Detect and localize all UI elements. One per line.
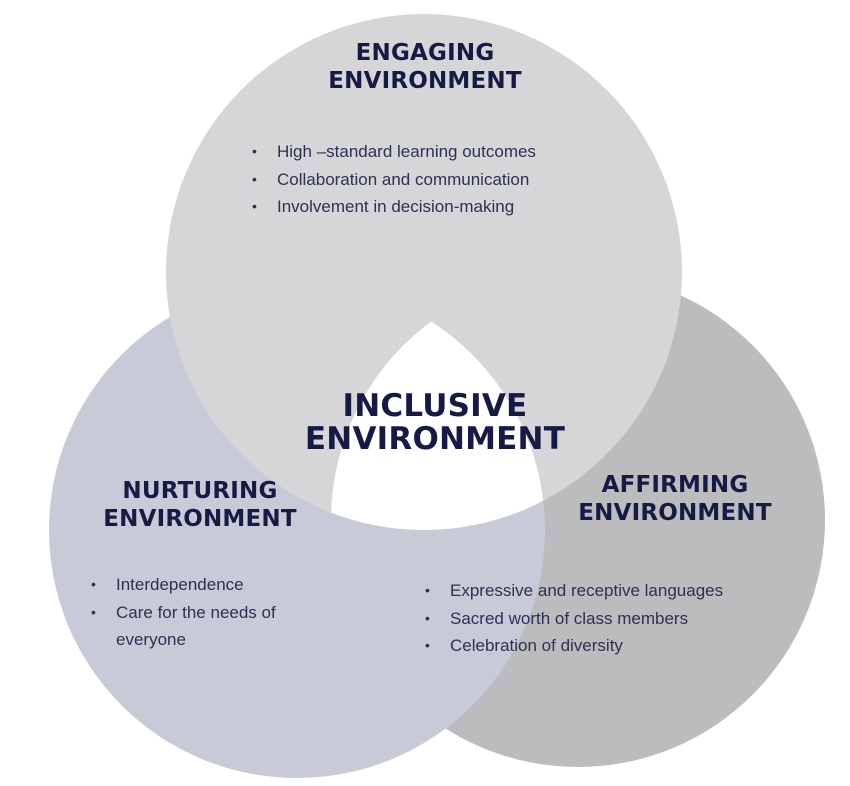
engaging-title: ENGAGING ENVIRONMENT [280,40,570,95]
list-item: Expressive and receptive languages [423,577,763,605]
affirming-title: AFFIRMING ENVIRONMENT [545,472,805,527]
affirming-title-line1: AFFIRMING [601,472,749,498]
list-item: Involvement in decision-making [250,193,580,221]
center-title: INCLUSIVE ENVIRONMENT [290,388,580,458]
nurturing-title-line2: ENVIRONMENT [103,505,297,532]
engaging-title-line1: ENGAGING [355,40,495,66]
center-intersection [331,282,545,530]
affirming-list: Expressive and receptive languages Sacre… [423,577,763,660]
center-title-line2: ENVIRONMENT [304,421,566,458]
list-item: Collaboration and communication [250,166,580,194]
list-item: Celebration of diversity [423,632,763,660]
list-item: High –standard learning outcomes [250,138,580,166]
list-item: Sacred worth of class members [423,605,763,633]
center-title-line1: INCLUSIVE [342,388,528,424]
nurturing-list: Interdependence Care for the needs of ev… [89,571,299,654]
nurturing-title: NURTURING ENVIRONMENT [70,478,330,533]
nurturing-title-line1: NURTURING [122,478,278,504]
engaging-list: High –standard learning outcomes Collabo… [250,138,580,221]
engaging-title-line2: ENVIRONMENT [328,67,522,94]
affirming-title-line2: ENVIRONMENT [578,499,772,526]
list-item: Interdependence [89,571,299,599]
list-item: Care for the needs of everyone [89,599,299,654]
